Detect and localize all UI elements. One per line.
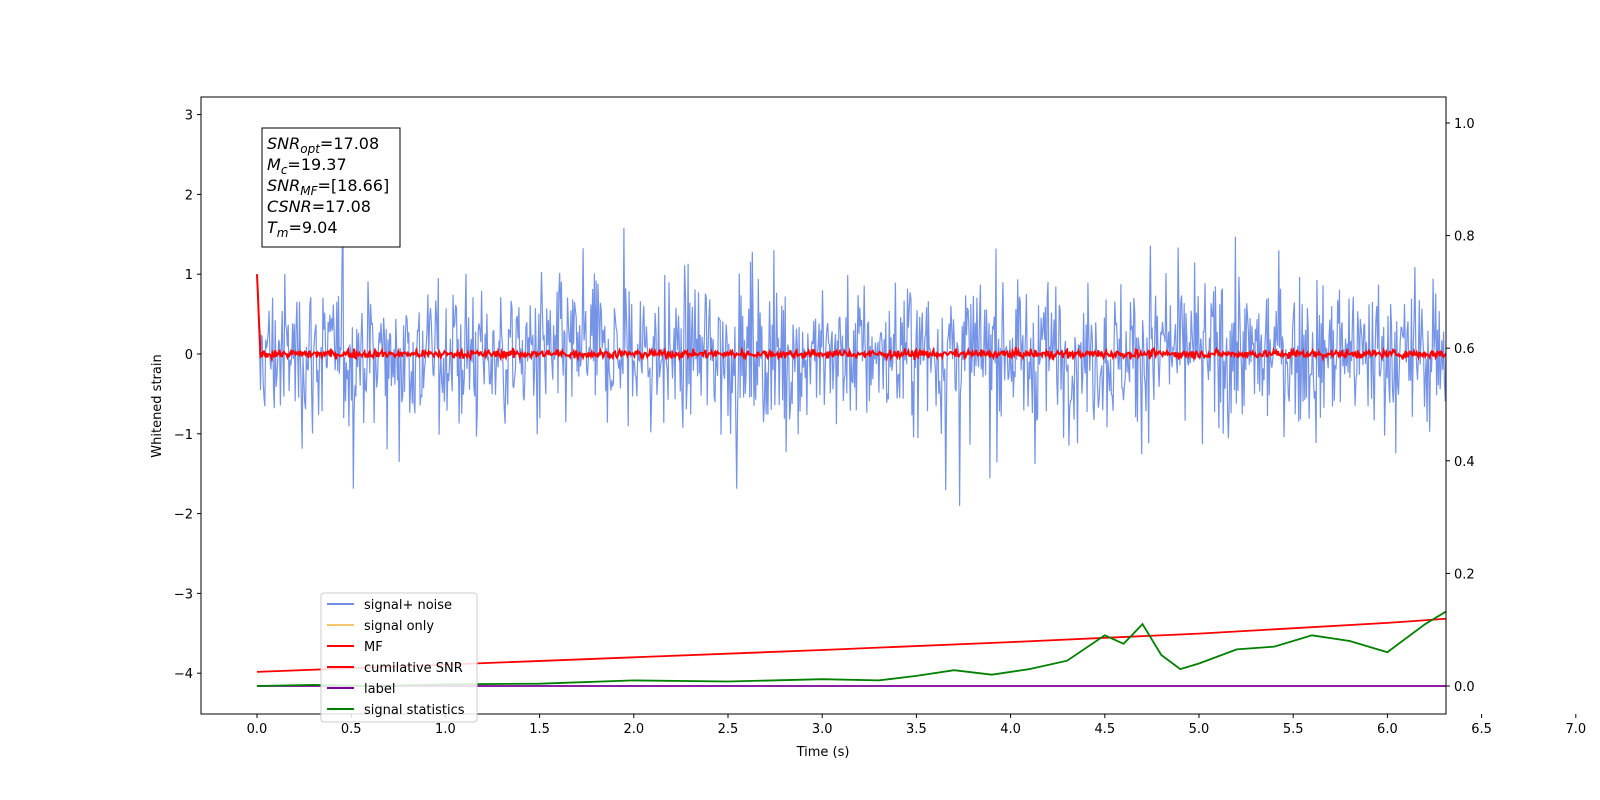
info-box-line: Mc=19.37 xyxy=(267,155,347,177)
x-tick-label: 3.0 xyxy=(812,722,833,737)
x-tick-label: 4.0 xyxy=(1000,722,1021,737)
info-box-line: SNRopt=17.08 xyxy=(267,134,379,156)
info-box: SNRopt=17.08Mc=19.37SNRMF=[18.66]CSNR=17… xyxy=(261,127,401,248)
y2-tick-label: 0.6 xyxy=(1454,342,1475,357)
axes-frame xyxy=(200,96,1447,715)
x-tick-label: 1.0 xyxy=(435,722,456,737)
legend-label: cumilative SNR xyxy=(364,661,463,676)
series-signal-statistics-line xyxy=(256,610,1446,687)
y-tick-label: 1 xyxy=(185,268,193,283)
x-tick-label: 3.5 xyxy=(906,722,927,737)
y-axis-label: Whitened strain xyxy=(150,354,165,457)
x-axis: 0.0 0.5 1.0 1.5 2.0 2.5 3.0 3.5 4.0 4.5 5.0 5.5 6.0 6… xyxy=(247,714,1586,737)
y-tick-label: −3 xyxy=(174,587,193,602)
info-box-line: Tm=9.04 xyxy=(267,218,338,240)
y-tick-label: −4 xyxy=(174,667,193,682)
series-signal-noise-line xyxy=(256,205,1446,506)
legend-label: MF xyxy=(364,640,383,655)
x-tick-label: 0.0 xyxy=(247,722,268,737)
x-tick-label: 2.5 xyxy=(718,722,739,737)
x-tick-label: 5.0 xyxy=(1189,722,1210,737)
y2-tick-label: 0.4 xyxy=(1454,455,1475,470)
x-tick-label: 5.5 xyxy=(1283,722,1304,737)
x-tick-label: 4.5 xyxy=(1094,722,1115,737)
x-tick-label: 7.0 xyxy=(1565,722,1586,737)
info-box-line: SNRMF=[18.66] xyxy=(267,176,389,198)
x-axis-label: Time (s) xyxy=(796,745,850,760)
y-tick-label: −1 xyxy=(174,428,193,443)
series-cumulative-snr-line xyxy=(256,617,1446,673)
info-box-line: CSNR=17.08 xyxy=(267,197,371,216)
x-tick-label: 2.0 xyxy=(623,722,644,737)
y2-tick-label: 0.8 xyxy=(1454,230,1475,245)
plot-area xyxy=(256,205,1446,687)
info-box-frame xyxy=(261,127,401,248)
legend-label: signal+ noise xyxy=(364,598,452,613)
y-axis-left: 3 2 1 0 −1 −2 −3 −4 xyxy=(174,109,201,682)
y-tick-label: 0 xyxy=(185,348,193,363)
x-tick-label: 1.5 xyxy=(529,722,550,737)
y-tick-label: −2 xyxy=(174,508,193,523)
y2-tick-label: 0.0 xyxy=(1454,680,1475,695)
legend-label: signal statistics xyxy=(364,703,465,718)
legend-label: label xyxy=(364,682,395,697)
x-tick-label: 6.0 xyxy=(1377,722,1398,737)
y-tick-label: 2 xyxy=(185,188,193,203)
legend: signal+ noise signal only MF cumilative SNR… xyxy=(320,592,478,723)
y2-tick-label: 0.2 xyxy=(1454,567,1475,582)
y2-tick-label: 1.0 xyxy=(1454,117,1475,132)
x-tick-label: 0.5 xyxy=(341,722,362,737)
y-axis-right: 1.0 0.8 0.6 0.4 0.2 0.0 xyxy=(1446,117,1475,695)
series-mf-line xyxy=(256,274,1446,363)
legend-label: signal only xyxy=(364,619,434,634)
y-tick-label: 3 xyxy=(185,109,193,124)
x-tick-label: 6.5 xyxy=(1471,722,1492,737)
legend-frame xyxy=(320,592,478,723)
